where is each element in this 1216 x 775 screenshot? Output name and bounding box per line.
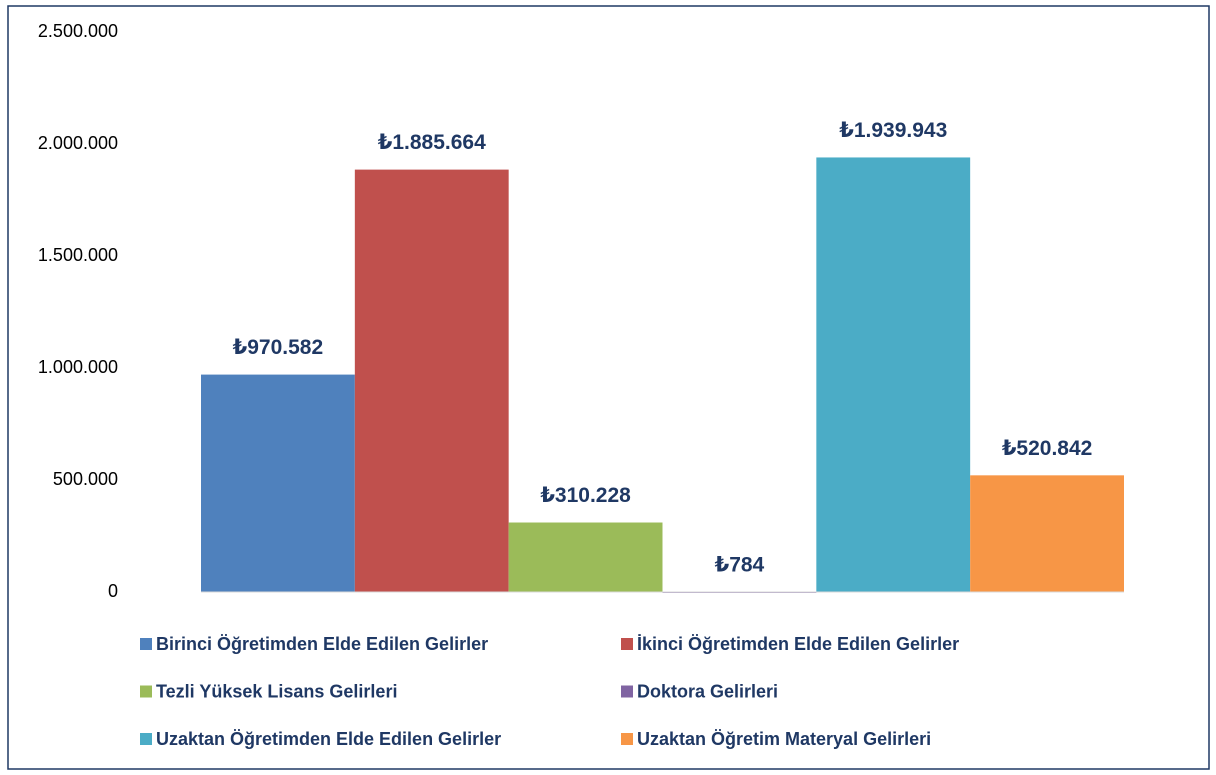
y-tick-label: 1.000.000 <box>38 357 118 377</box>
bar <box>508 522 663 592</box>
y-tick-label: 1.500.000 <box>38 245 118 265</box>
data-label: ₺310.228 <box>540 484 631 507</box>
data-label: ₺1.885.664 <box>378 131 486 154</box>
legend-label: Birinci Öğretimden Elde Edilen Gelirler <box>156 634 488 654</box>
legend-marker <box>621 685 633 698</box>
bar <box>201 374 355 592</box>
legend-label: Uzaktan Öğretim Materyal Gelirleri <box>637 729 931 749</box>
legend-label: Uzaktan Öğretimden Elde Edilen Gelirler <box>156 729 501 749</box>
y-tick-label: 2.500.000 <box>38 21 118 41</box>
legend-marker <box>621 638 633 650</box>
legend-marker <box>621 733 633 745</box>
y-tick-label: 0 <box>108 581 118 601</box>
legend-marker <box>140 733 152 745</box>
chart-frame <box>7 5 1210 770</box>
legend-label: Tezli Yüksek Lisans Gelirleri <box>156 681 397 701</box>
legend-label: Doktora Gelirleri <box>637 681 778 701</box>
legend-label: İkinci Öğretimden Elde Edilen Gelirler <box>637 634 959 654</box>
data-label: ₺1.939.943 <box>839 119 947 142</box>
data-label: ₺520.842 <box>1002 437 1093 460</box>
legend-marker <box>140 638 152 650</box>
bar <box>816 157 971 593</box>
data-label: ₺970.582 <box>233 336 324 359</box>
bar <box>354 169 509 592</box>
y-tick-label: 500.000 <box>53 469 118 489</box>
y-tick-label: 2.000.000 <box>38 133 118 153</box>
data-label: ₺784 <box>715 553 765 576</box>
bar <box>970 475 1124 592</box>
legend-marker <box>140 685 152 698</box>
